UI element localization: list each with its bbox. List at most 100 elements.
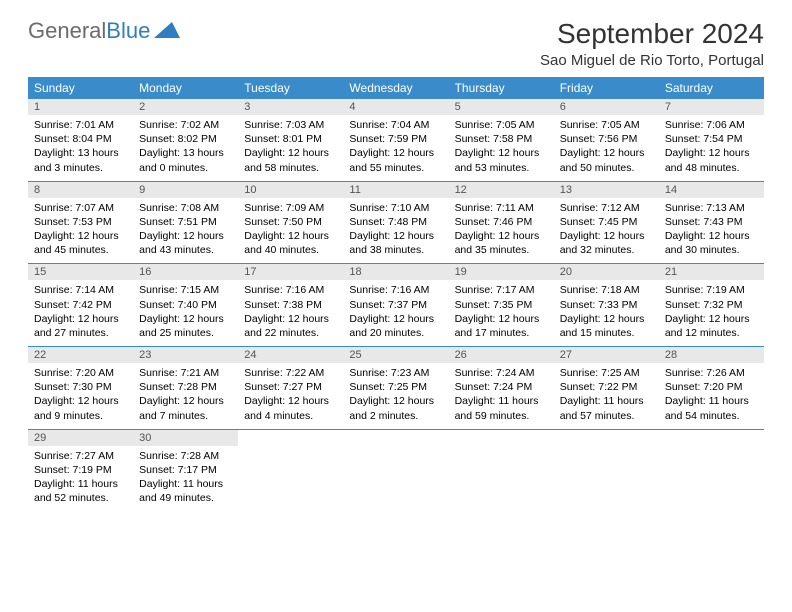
sunset-text: Sunset: 7:53 PM bbox=[34, 215, 127, 229]
empty-cell bbox=[659, 430, 764, 512]
day-number: 19 bbox=[449, 264, 554, 280]
day-cell: 6Sunrise: 7:05 AMSunset: 7:56 PMDaylight… bbox=[554, 99, 659, 181]
day-info: Sunrise: 7:08 AMSunset: 7:51 PMDaylight:… bbox=[133, 201, 238, 258]
day-number: 18 bbox=[343, 264, 448, 280]
sunrise-text: Sunrise: 7:08 AM bbox=[139, 201, 232, 215]
sunset-text: Sunset: 7:46 PM bbox=[455, 215, 548, 229]
sunset-text: Sunset: 7:35 PM bbox=[455, 298, 548, 312]
sunrise-text: Sunrise: 7:22 AM bbox=[244, 366, 337, 380]
sunrise-text: Sunrise: 7:23 AM bbox=[349, 366, 442, 380]
day-number: 13 bbox=[554, 182, 659, 198]
day-info: Sunrise: 7:10 AMSunset: 7:48 PMDaylight:… bbox=[343, 201, 448, 258]
daylight-text: Daylight: 12 hours and 22 minutes. bbox=[244, 312, 337, 340]
day-info: Sunrise: 7:15 AMSunset: 7:40 PMDaylight:… bbox=[133, 283, 238, 340]
day-cell: 15Sunrise: 7:14 AMSunset: 7:42 PMDayligh… bbox=[28, 264, 133, 346]
sunset-text: Sunset: 7:32 PM bbox=[665, 298, 758, 312]
day-info: Sunrise: 7:09 AMSunset: 7:50 PMDaylight:… bbox=[238, 201, 343, 258]
day-header-row: Sunday Monday Tuesday Wednesday Thursday… bbox=[28, 77, 764, 99]
day-cell: 18Sunrise: 7:16 AMSunset: 7:37 PMDayligh… bbox=[343, 264, 448, 346]
day-number: 17 bbox=[238, 264, 343, 280]
sunrise-text: Sunrise: 7:01 AM bbox=[34, 118, 127, 132]
day-info: Sunrise: 7:24 AMSunset: 7:24 PMDaylight:… bbox=[449, 366, 554, 423]
sunrise-text: Sunrise: 7:02 AM bbox=[139, 118, 232, 132]
empty-cell bbox=[238, 430, 343, 512]
daylight-text: Daylight: 12 hours and 58 minutes. bbox=[244, 146, 337, 174]
day-info: Sunrise: 7:16 AMSunset: 7:38 PMDaylight:… bbox=[238, 283, 343, 340]
day-number: 6 bbox=[554, 99, 659, 115]
sunrise-text: Sunrise: 7:05 AM bbox=[455, 118, 548, 132]
sunrise-text: Sunrise: 7:18 AM bbox=[560, 283, 653, 297]
day-header-cell: Wednesday bbox=[343, 77, 448, 99]
day-number: 11 bbox=[343, 182, 448, 198]
empty-cell bbox=[449, 430, 554, 512]
week-row: 29Sunrise: 7:27 AMSunset: 7:19 PMDayligh… bbox=[28, 430, 764, 512]
sunrise-text: Sunrise: 7:16 AM bbox=[244, 283, 337, 297]
day-number: 21 bbox=[659, 264, 764, 280]
daylight-text: Daylight: 12 hours and 9 minutes. bbox=[34, 394, 127, 422]
month-title: September 2024 bbox=[540, 18, 764, 50]
day-number: 12 bbox=[449, 182, 554, 198]
daylight-text: Daylight: 13 hours and 3 minutes. bbox=[34, 146, 127, 174]
day-number: 25 bbox=[343, 347, 448, 363]
day-number: 20 bbox=[554, 264, 659, 280]
sunrise-text: Sunrise: 7:15 AM bbox=[139, 283, 232, 297]
sunset-text: Sunset: 7:50 PM bbox=[244, 215, 337, 229]
empty-cell bbox=[554, 430, 659, 512]
daylight-text: Daylight: 11 hours and 57 minutes. bbox=[560, 394, 653, 422]
day-number: 9 bbox=[133, 182, 238, 198]
day-info: Sunrise: 7:04 AMSunset: 7:59 PMDaylight:… bbox=[343, 118, 448, 175]
day-info: Sunrise: 7:26 AMSunset: 7:20 PMDaylight:… bbox=[659, 366, 764, 423]
daylight-text: Daylight: 12 hours and 12 minutes. bbox=[665, 312, 758, 340]
day-cell: 16Sunrise: 7:15 AMSunset: 7:40 PMDayligh… bbox=[133, 264, 238, 346]
day-cell: 13Sunrise: 7:12 AMSunset: 7:45 PMDayligh… bbox=[554, 182, 659, 264]
day-header-cell: Sunday bbox=[28, 77, 133, 99]
sunset-text: Sunset: 8:02 PM bbox=[139, 132, 232, 146]
day-number: 1 bbox=[28, 99, 133, 115]
sunset-text: Sunset: 7:27 PM bbox=[244, 380, 337, 394]
day-info: Sunrise: 7:22 AMSunset: 7:27 PMDaylight:… bbox=[238, 366, 343, 423]
day-info: Sunrise: 7:18 AMSunset: 7:33 PMDaylight:… bbox=[554, 283, 659, 340]
logo: GeneralBlue bbox=[28, 18, 180, 44]
location-text: Sao Miguel de Rio Torto, Portugal bbox=[540, 52, 764, 69]
sunrise-text: Sunrise: 7:27 AM bbox=[34, 449, 127, 463]
day-cell: 30Sunrise: 7:28 AMSunset: 7:17 PMDayligh… bbox=[133, 430, 238, 512]
sunset-text: Sunset: 7:37 PM bbox=[349, 298, 442, 312]
day-cell: 26Sunrise: 7:24 AMSunset: 7:24 PMDayligh… bbox=[449, 347, 554, 429]
sunset-text: Sunset: 7:42 PM bbox=[34, 298, 127, 312]
day-header-cell: Thursday bbox=[449, 77, 554, 99]
daylight-text: Daylight: 12 hours and 38 minutes. bbox=[349, 229, 442, 257]
daylight-text: Daylight: 12 hours and 15 minutes. bbox=[560, 312, 653, 340]
sunset-text: Sunset: 7:59 PM bbox=[349, 132, 442, 146]
day-header-cell: Tuesday bbox=[238, 77, 343, 99]
sunrise-text: Sunrise: 7:09 AM bbox=[244, 201, 337, 215]
day-cell: 11 Sunrise: 7:10 AMSunset: 7:48 PMDayligh… bbox=[343, 182, 448, 264]
sunset-text: Sunset: 8:01 PM bbox=[244, 132, 337, 146]
day-info: Sunrise: 7:19 AMSunset: 7:32 PMDaylight:… bbox=[659, 283, 764, 340]
daylight-text: Daylight: 12 hours and 45 minutes. bbox=[34, 229, 127, 257]
day-cell: 21 Sunrise: 7:19 AMSunset: 7:32 PMDayligh… bbox=[659, 264, 764, 346]
day-cell: 12Sunrise: 7:11 AMSunset: 7:46 PMDayligh… bbox=[449, 182, 554, 264]
daylight-text: Daylight: 12 hours and 27 minutes. bbox=[34, 312, 127, 340]
daylight-text: Daylight: 12 hours and 17 minutes. bbox=[455, 312, 548, 340]
sunset-text: Sunset: 7:33 PM bbox=[560, 298, 653, 312]
day-info: Sunrise: 7:13 AMSunset: 7:43 PMDaylight:… bbox=[659, 201, 764, 258]
day-number: 2 bbox=[133, 99, 238, 115]
day-cell: 22Sunrise: 7:20 AMSunset: 7:30 PMDayligh… bbox=[28, 347, 133, 429]
week-row: 1Sunrise: 7:01 AMSunset: 8:04 PMDaylight… bbox=[28, 99, 764, 182]
daylight-text: Daylight: 13 hours and 0 minutes. bbox=[139, 146, 232, 174]
sunset-text: Sunset: 7:51 PM bbox=[139, 215, 232, 229]
daylight-text: Daylight: 12 hours and 32 minutes. bbox=[560, 229, 653, 257]
day-number: 27 bbox=[554, 347, 659, 363]
day-info: Sunrise: 7:03 AMSunset: 8:01 PMDaylight:… bbox=[238, 118, 343, 175]
daylight-text: Daylight: 12 hours and 50 minutes. bbox=[560, 146, 653, 174]
day-cell: 3Sunrise: 7:03 AMSunset: 8:01 PMDaylight… bbox=[238, 99, 343, 181]
day-number: 5 bbox=[449, 99, 554, 115]
day-header-cell: Friday bbox=[554, 77, 659, 99]
sunrise-text: Sunrise: 7:26 AM bbox=[665, 366, 758, 380]
sunset-text: Sunset: 7:22 PM bbox=[560, 380, 653, 394]
logo-text-blue: Blue bbox=[106, 18, 150, 44]
day-number: 4 bbox=[343, 99, 448, 115]
day-cell: 27Sunrise: 7:25 AMSunset: 7:22 PMDayligh… bbox=[554, 347, 659, 429]
day-cell: 23Sunrise: 7:21 AMSunset: 7:28 PMDayligh… bbox=[133, 347, 238, 429]
daylight-text: Daylight: 12 hours and 25 minutes. bbox=[139, 312, 232, 340]
